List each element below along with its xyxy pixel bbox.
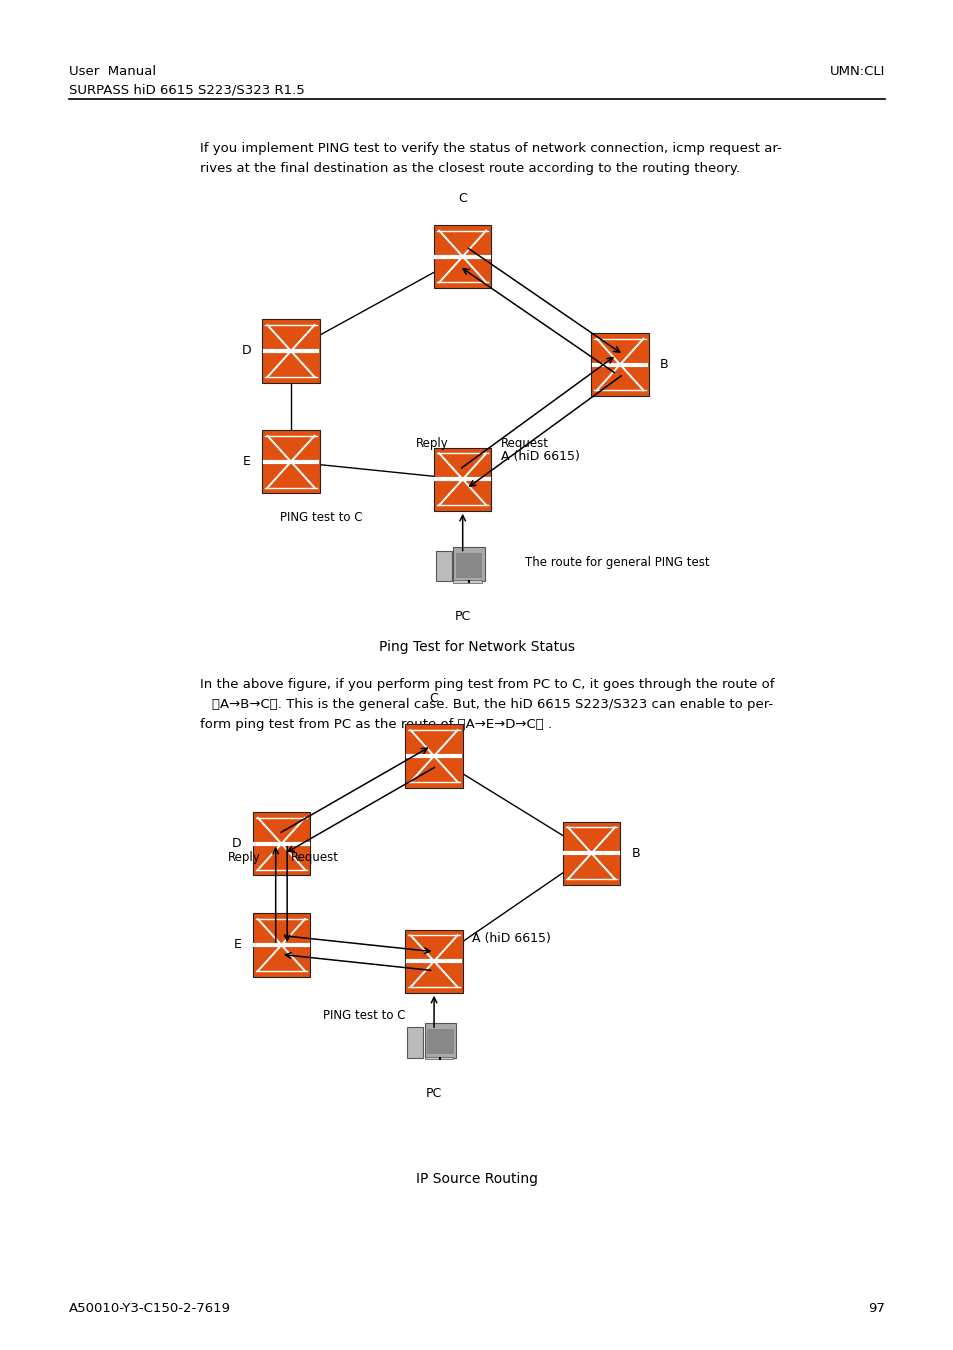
Bar	[434, 225, 491, 288]
Bar	[424, 1023, 456, 1058]
Text: 『A→B→C』. This is the general case. But, the hiD 6615 S223/S323 can enable to per: 『A→B→C』. This is the general case. But, …	[212, 698, 772, 711]
Text: A (hiD 6615): A (hiD 6615)	[500, 450, 579, 463]
Text: PING test to C: PING test to C	[323, 1008, 405, 1022]
Bar	[253, 914, 310, 976]
Text: D: D	[232, 837, 241, 850]
Bar	[262, 431, 319, 493]
Text: C: C	[457, 192, 467, 205]
Text: IP Source Routing: IP Source Routing	[416, 1172, 537, 1185]
Text: 97: 97	[867, 1301, 884, 1315]
Text: SURPASS hiD 6615 S223/S323 R1.5: SURPASS hiD 6615 S223/S323 R1.5	[69, 84, 304, 97]
Text: In the above figure, if you perform ping test from PC to C, it goes through the : In the above figure, if you perform ping…	[200, 678, 774, 691]
Bar	[453, 580, 481, 583]
Text: UMN:CLI: UMN:CLI	[829, 65, 884, 78]
Text: A (hiD 6615): A (hiD 6615)	[472, 931, 551, 945]
Text: E: E	[243, 455, 251, 468]
Bar	[407, 1027, 423, 1058]
Text: Reply: Reply	[228, 850, 260, 864]
Bar	[453, 547, 484, 582]
Text: form ping test from PC as the route of 『A→E→D→C』 .: form ping test from PC as the route of 『…	[200, 718, 552, 732]
Text: The route for general PING test: The route for general PING test	[524, 556, 709, 570]
Text: PING test to C: PING test to C	[280, 510, 362, 524]
Text: Request: Request	[291, 850, 338, 864]
Text: E: E	[233, 938, 241, 952]
Text: B: B	[631, 846, 639, 860]
Bar	[456, 554, 481, 578]
Text: User  Manual: User Manual	[69, 65, 155, 78]
Text: If you implement PING test to verify the status of network connection, icmp requ: If you implement PING test to verify the…	[200, 142, 781, 155]
Text: A50010-Y3-C150-2-7619: A50010-Y3-C150-2-7619	[69, 1301, 231, 1315]
Text: Request: Request	[500, 436, 548, 450]
Bar	[562, 822, 619, 884]
Bar	[434, 448, 491, 510]
Bar	[427, 1030, 453, 1054]
Text: Ping Test for Network Status: Ping Test for Network Status	[378, 640, 575, 653]
Text: B: B	[659, 358, 668, 371]
Text: rives at the final destination as the closest route according to the routing the: rives at the final destination as the cl…	[200, 162, 740, 176]
Text: PC: PC	[425, 1087, 442, 1100]
Bar	[405, 725, 462, 787]
Text: PC: PC	[454, 610, 471, 624]
Bar	[262, 320, 319, 382]
Bar	[591, 333, 648, 396]
Bar	[436, 551, 452, 582]
Text: D: D	[241, 344, 251, 358]
Bar	[253, 813, 310, 875]
Text: C: C	[429, 691, 438, 705]
Bar	[405, 930, 462, 992]
Bar	[424, 1057, 453, 1060]
Text: Reply: Reply	[416, 436, 448, 450]
